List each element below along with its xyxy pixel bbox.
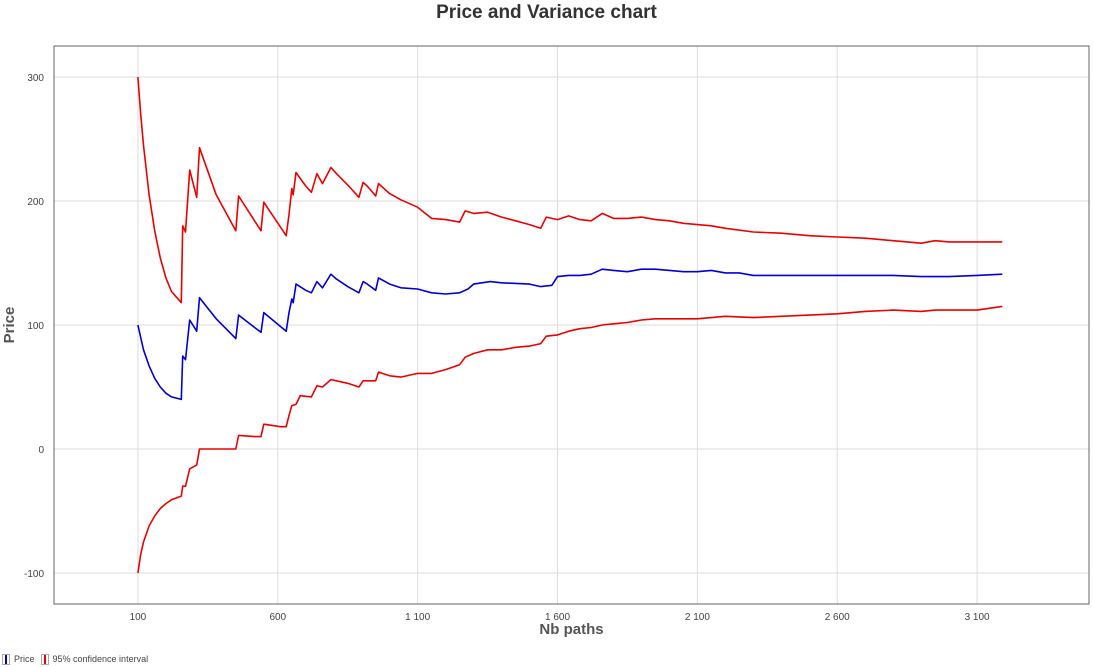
series-layer xyxy=(137,76,1003,574)
x-axis-label: Nb paths xyxy=(539,621,603,638)
y-axis-label: Price xyxy=(1,307,18,344)
x-tick-label: 3 100 xyxy=(965,612,990,623)
y-tick-label: -100 xyxy=(24,569,44,580)
price-line xyxy=(137,268,1003,401)
chart-area: 100 600 1 100 1 600 2 100 2 600 3 100 -100 0 100… xyxy=(1,45,1090,638)
grid-lines xyxy=(54,46,1089,604)
price-swatch-icon xyxy=(2,653,10,665)
y-axis-ticks: -100 0 100 200 300 xyxy=(24,73,44,580)
y-tick-label: 100 xyxy=(27,321,44,332)
y-tick-label: 200 xyxy=(27,197,44,208)
y-tick-label: 300 xyxy=(27,73,44,84)
x-tick-label: 1 600 xyxy=(545,612,570,623)
legend-label-price: Price xyxy=(14,654,35,664)
plot-frame xyxy=(53,45,1090,605)
legend-item-confidence-interval[interactable]: 95% confidence interval xyxy=(40,653,149,665)
x-tick-label: 600 xyxy=(269,612,286,623)
x-tick-label: 2 100 xyxy=(685,612,710,623)
x-tick-label: 100 xyxy=(130,612,147,623)
x-axis-ticks: 100 600 1 100 1 600 2 100 2 600 3 100 xyxy=(130,612,990,623)
interval-swatch-icon xyxy=(40,653,49,665)
confidence-upper-line xyxy=(137,76,1003,304)
x-tick-label: 1 100 xyxy=(405,612,430,623)
x-tick-label: 2 600 xyxy=(825,612,850,623)
confidence-lower-line xyxy=(137,305,1003,574)
legend-label-confidence-interval: 95% confidence interval xyxy=(52,654,149,664)
legend: Price 95% confidence interval xyxy=(2,652,154,666)
y-tick-label: 0 xyxy=(38,445,44,456)
legend-item-price[interactable]: Price xyxy=(2,653,35,665)
chart-title: Price and Variance chart xyxy=(436,2,657,23)
